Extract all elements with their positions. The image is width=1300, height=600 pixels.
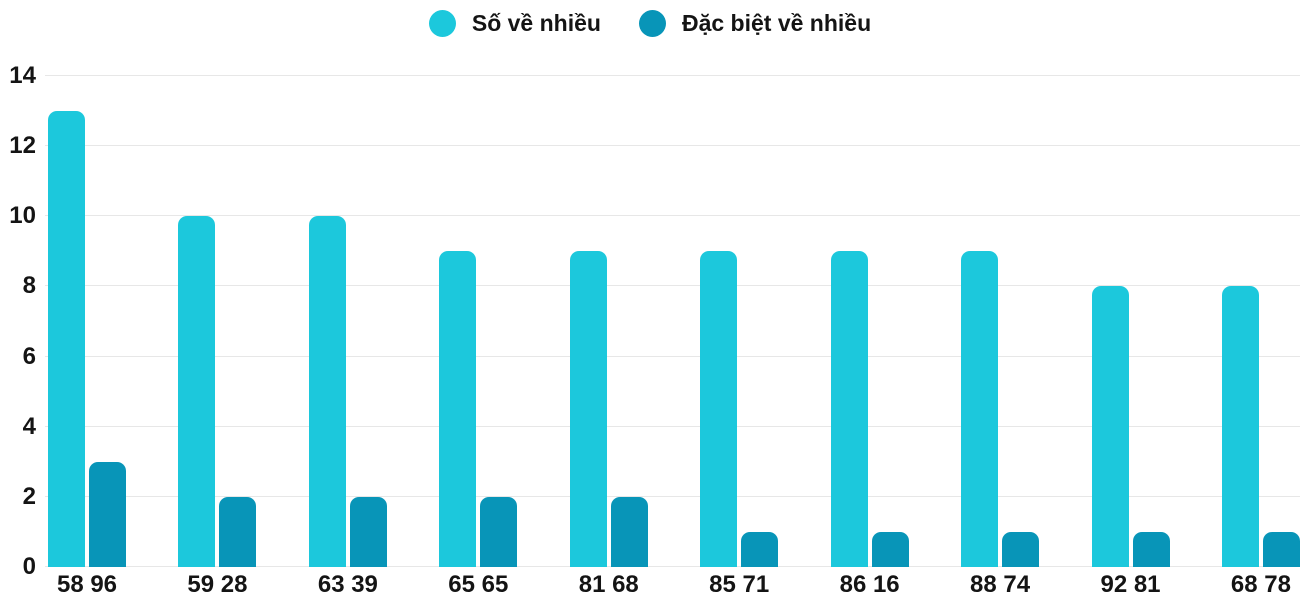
bar-group: 81 68 bbox=[569, 251, 648, 597]
bar-primary bbox=[48, 111, 85, 567]
bar-secondary bbox=[349, 496, 387, 567]
bar-group: 65 65 bbox=[439, 251, 518, 597]
gridline bbox=[45, 355, 1300, 357]
x-tick-label: 65 65 bbox=[448, 571, 509, 598]
bar-groups: 58 96 59 28 63 39 65 65 81 68 85 71 86 16 88 74… bbox=[48, 76, 1300, 597]
y-tick-label: 4 bbox=[22, 412, 36, 440]
chart-legend: Số về nhiều Đặc biệt về nhiều bbox=[0, 9, 1300, 37]
bar-primary bbox=[830, 251, 868, 567]
bar-primary bbox=[178, 216, 216, 567]
legend-swatch-secondary-icon bbox=[638, 9, 666, 37]
bar-secondary bbox=[89, 461, 126, 567]
bar-group: 85 71 bbox=[700, 251, 779, 597]
legend-item-so-ve-nhieu[interactable]: Số về nhiều bbox=[428, 9, 601, 37]
y-tick-label: 14 bbox=[9, 62, 36, 89]
bar-group: 86 16 bbox=[830, 251, 909, 597]
gridline bbox=[45, 145, 1300, 147]
bar-secondary bbox=[1002, 531, 1040, 567]
legend-swatch-primary-icon bbox=[428, 9, 456, 37]
bar-group: 59 28 bbox=[178, 216, 257, 597]
gridline bbox=[45, 285, 1300, 287]
legend-label-secondary: Đặc biệt về nhiều bbox=[681, 10, 872, 36]
y-tick-label: 6 bbox=[22, 342, 36, 370]
x-tick-label: 92 81 bbox=[1100, 571, 1161, 598]
bar-primary bbox=[1221, 286, 1259, 567]
legend-label-primary: Số về nhiều bbox=[471, 10, 601, 36]
x-tick-label: 63 39 bbox=[317, 571, 378, 598]
bar-primary bbox=[961, 251, 999, 567]
bar-secondary bbox=[219, 496, 257, 567]
gridline bbox=[45, 75, 1300, 76]
bar-primary bbox=[569, 251, 607, 567]
bar-primary bbox=[439, 251, 477, 567]
bar-secondary bbox=[610, 496, 648, 567]
x-tick-label: 68 78 bbox=[1230, 571, 1291, 598]
y-tick-label: 2 bbox=[22, 482, 36, 510]
bar-secondary bbox=[480, 496, 518, 567]
bar-secondary bbox=[741, 531, 779, 567]
legend-item-dac-biet-ve-nhieu[interactable]: Đặc biệt về nhiều bbox=[638, 9, 872, 37]
bar-secondary bbox=[1262, 531, 1300, 567]
bar-group: 88 74 bbox=[961, 251, 1040, 597]
y-axis: 0 2 4 6 8 10 12 14 bbox=[0, 0, 36, 600]
bar-primary bbox=[308, 216, 346, 567]
x-tick-label: 58 96 bbox=[56, 571, 118, 598]
y-tick-label: 8 bbox=[22, 272, 36, 300]
x-tick-label: 85 71 bbox=[709, 571, 770, 598]
plot-area: 58 96 59 28 63 39 65 65 81 68 85 71 86 16 88 74… bbox=[45, 75, 1300, 597]
gridline bbox=[45, 425, 1300, 427]
y-tick-label: 12 bbox=[9, 132, 36, 160]
gridline bbox=[45, 215, 1300, 217]
bar-group: 92 81 bbox=[1091, 286, 1170, 597]
bar-primary bbox=[1091, 286, 1129, 567]
gridline bbox=[45, 495, 1300, 497]
x-tick-label: 59 28 bbox=[187, 571, 248, 598]
bar-group: 68 78 bbox=[1221, 286, 1300, 597]
y-tick-label: 10 bbox=[9, 202, 36, 230]
gridline bbox=[45, 566, 1300, 567]
bar-secondary bbox=[871, 531, 909, 567]
x-tick-label: 81 68 bbox=[578, 571, 639, 598]
bar-group: 63 39 bbox=[308, 216, 387, 597]
bar-primary bbox=[700, 251, 738, 567]
bar-secondary bbox=[1132, 531, 1170, 567]
x-tick-label: 88 74 bbox=[970, 571, 1031, 598]
bar-group: 58 96 bbox=[48, 111, 126, 597]
y-tick-label: 0 bbox=[22, 553, 36, 580]
x-tick-label: 86 16 bbox=[839, 571, 900, 598]
